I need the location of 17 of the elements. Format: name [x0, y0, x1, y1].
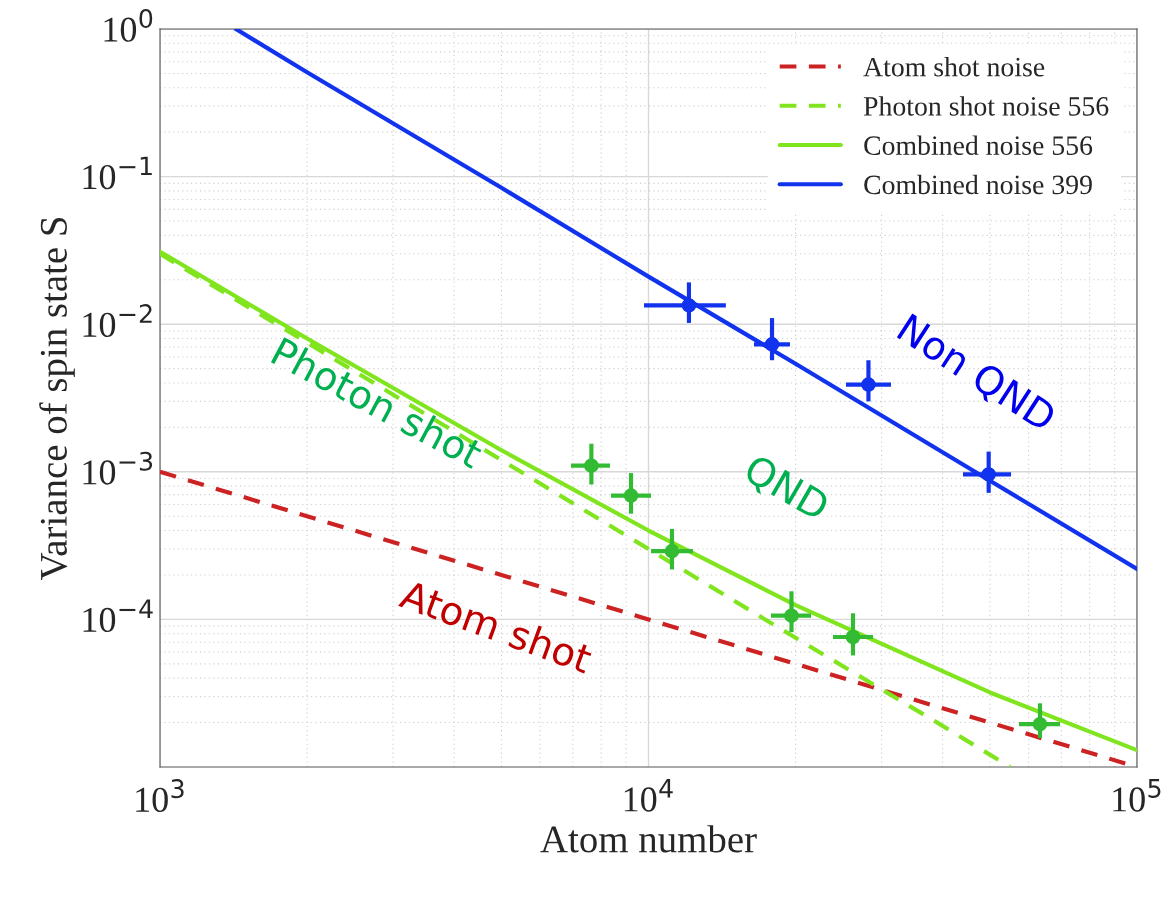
y-tick-label: 10$^{−4}$ — [83, 599, 153, 633]
y-tick-label: 10$^{0}$ — [104, 8, 153, 42]
legend-label: Atom shot noise — [863, 56, 1045, 77]
x-axis-title: Atom number — [540, 825, 757, 853]
annotation: Atom shot — [397, 578, 595, 675]
annotation: QND — [740, 453, 832, 526]
x-tick-label: 10$^{4}$ — [624, 779, 673, 812]
annotation: Non QND — [894, 313, 1059, 436]
legend-label: Combined noise 556 — [864, 135, 1093, 155]
x-tick-label: 10$^{5}$ — [1113, 779, 1161, 812]
legend-label: Combined noise 399 — [864, 174, 1092, 195]
y-tick-label: 10$^{−2}$ — [83, 304, 152, 338]
legend-label: Photon shot noise 556 — [863, 96, 1109, 116]
y-tick-label: 10$^{−3}$ — [83, 451, 153, 485]
y-axis-title: Variance of spin state S — [39, 217, 75, 581]
y-tick-label: 10$^{−1}$ — [83, 156, 152, 190]
x-tick-label: 10$^{3}$ — [136, 779, 184, 813]
